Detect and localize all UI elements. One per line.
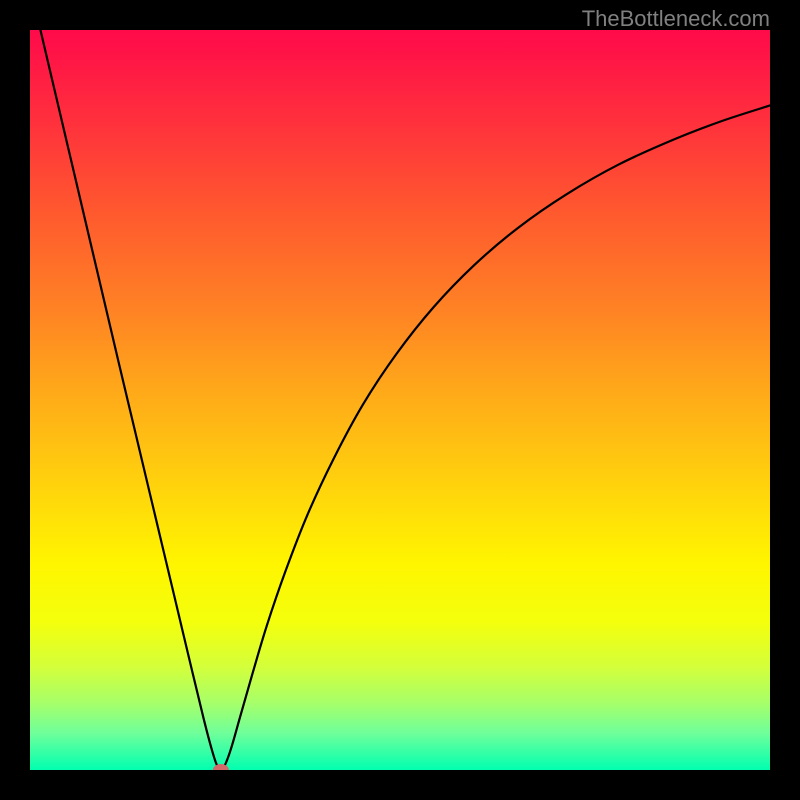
optimal-point-marker [213,764,229,770]
bottleneck-curve [30,30,770,770]
watermark-text: TheBottleneck.com [582,6,770,32]
plot-area [30,30,770,770]
chart-svg [30,30,770,770]
